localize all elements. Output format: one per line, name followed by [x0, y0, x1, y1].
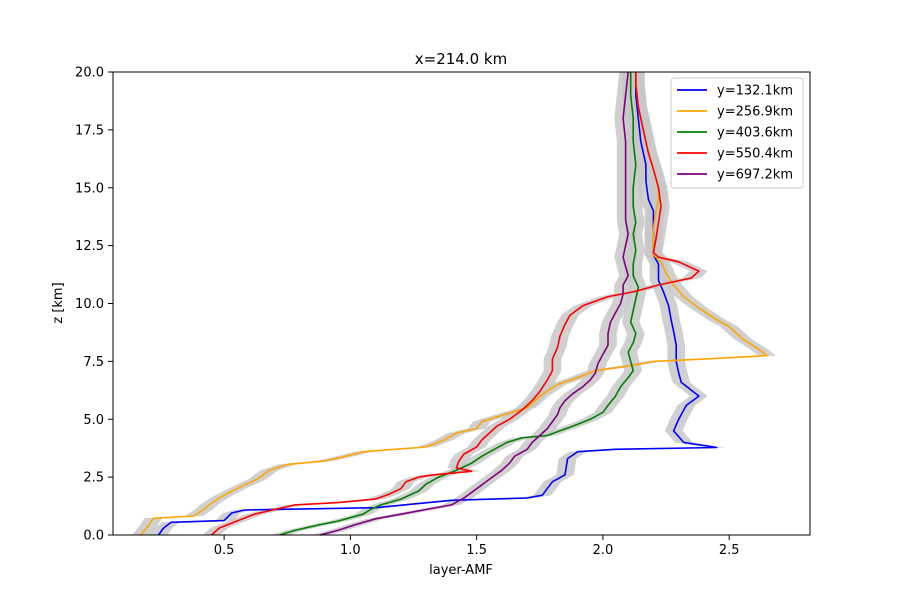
y-tick-label: 2.5: [83, 471, 104, 486]
legend-label: y=550.4km: [717, 147, 793, 162]
legend-label: y=256.9km: [717, 105, 793, 120]
x-tick-label: 0.5: [214, 543, 235, 558]
legend-label: y=403.6km: [717, 126, 793, 141]
legend-entries: y=132.1km y=256.9km y=403.6km y=550.4km y=69…: [677, 84, 793, 183]
y-axis-label: z [km]: [51, 282, 66, 323]
y-tick-label: 12.5: [75, 239, 104, 254]
y-tick-label: 10.0: [75, 297, 104, 312]
x-tick-label: 1.5: [466, 543, 487, 558]
y-tick-label: 20.0: [75, 66, 104, 81]
uncertainty-band-5: [311, 72, 637, 535]
series-line-2: [140, 72, 768, 536]
y-tick-label: 5.0: [83, 413, 104, 428]
series-line-4: [210, 72, 700, 536]
x-axis: 0.5 1.0 1.5 2.0 2.5: [214, 535, 740, 558]
series-line-5: [319, 71, 630, 536]
series-lines: [140, 71, 768, 536]
y-tick-label: 0.0: [83, 529, 104, 544]
uncertainty-bands: [131, 72, 776, 535]
x-tick-label: 2.5: [719, 543, 740, 558]
y-tick-label: 17.5: [75, 123, 104, 138]
legend-box: [670, 77, 804, 189]
x-tick-label: 2.0: [593, 543, 614, 558]
y-tick-label: 7.5: [83, 355, 104, 370]
series-line-3: [279, 72, 640, 536]
x-axis-label: layer-AMF: [429, 563, 493, 578]
y-tick-label: 15.0: [75, 181, 104, 196]
y-axis: 0.0 2.5 5.0 7.5 10.0 12.5 15.0 17.5 20.0: [75, 66, 113, 544]
legend: y=132.1km y=256.9km y=403.6km y=550.4km y=69…: [670, 77, 804, 189]
series-line-1: [157, 72, 718, 536]
legend-label: y=697.2km: [717, 168, 793, 183]
legend-label: y=132.1km: [717, 84, 793, 99]
chart-title: x=214.0 km: [415, 50, 507, 68]
x-tick-label: 1.0: [340, 543, 361, 558]
